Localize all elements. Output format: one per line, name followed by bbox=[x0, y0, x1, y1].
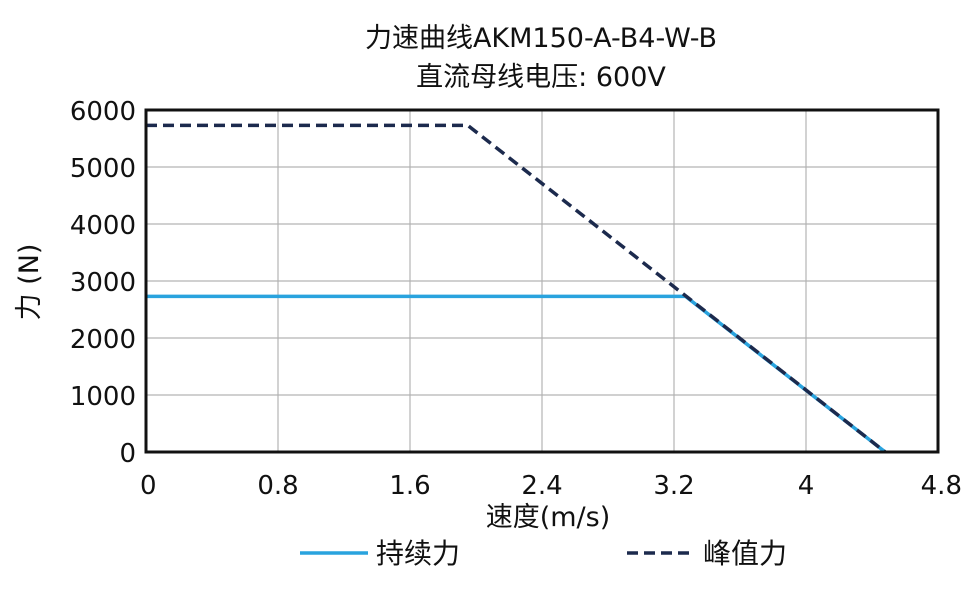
y-tick-label-5: 5000 bbox=[70, 154, 136, 184]
legend-label-0: 持续力 bbox=[376, 537, 460, 570]
x-tick-label-5: 4 bbox=[798, 471, 815, 501]
x-tick-label-3: 2.4 bbox=[521, 471, 562, 501]
y-tick-label-1: 1000 bbox=[70, 382, 136, 412]
y-tick-label-0: 0 bbox=[119, 439, 136, 469]
series-line-1 bbox=[146, 123, 887, 454]
y-tick-label-4: 4000 bbox=[70, 211, 136, 241]
y-axis-label: 力 (N) bbox=[14, 244, 45, 321]
legend-label-1: 峰值力 bbox=[703, 537, 787, 570]
y-tick-label-3: 3000 bbox=[70, 268, 136, 298]
x-tick-label-0: 0 bbox=[140, 471, 157, 501]
tick-labels: 0 0.8 1.6 2.4 3.2 4 4.8 0 1000 2000 3000 4000 5000 60… bbox=[70, 97, 962, 501]
x-tick-label-6: 4.8 bbox=[921, 471, 962, 501]
plot-frame bbox=[144, 108, 940, 454]
chart-subtitle: 直流母线电压: 600V bbox=[416, 62, 666, 93]
x-tick-label-1: 0.8 bbox=[257, 471, 298, 501]
series-line-0 bbox=[146, 294, 887, 454]
x-axis-label: 速度(m/s) bbox=[486, 502, 611, 533]
y-tick-label-6: 6000 bbox=[70, 97, 136, 127]
x-tick-label-4: 3.2 bbox=[653, 471, 694, 501]
plot-area bbox=[144, 108, 940, 454]
chart-title: 力速曲线AKM150-A-B4-W-B bbox=[365, 23, 717, 54]
x-tick-label-2: 1.6 bbox=[389, 471, 430, 501]
y-tick-label-2: 2000 bbox=[70, 325, 136, 355]
legend: 持续力 峰值力 bbox=[300, 537, 787, 570]
